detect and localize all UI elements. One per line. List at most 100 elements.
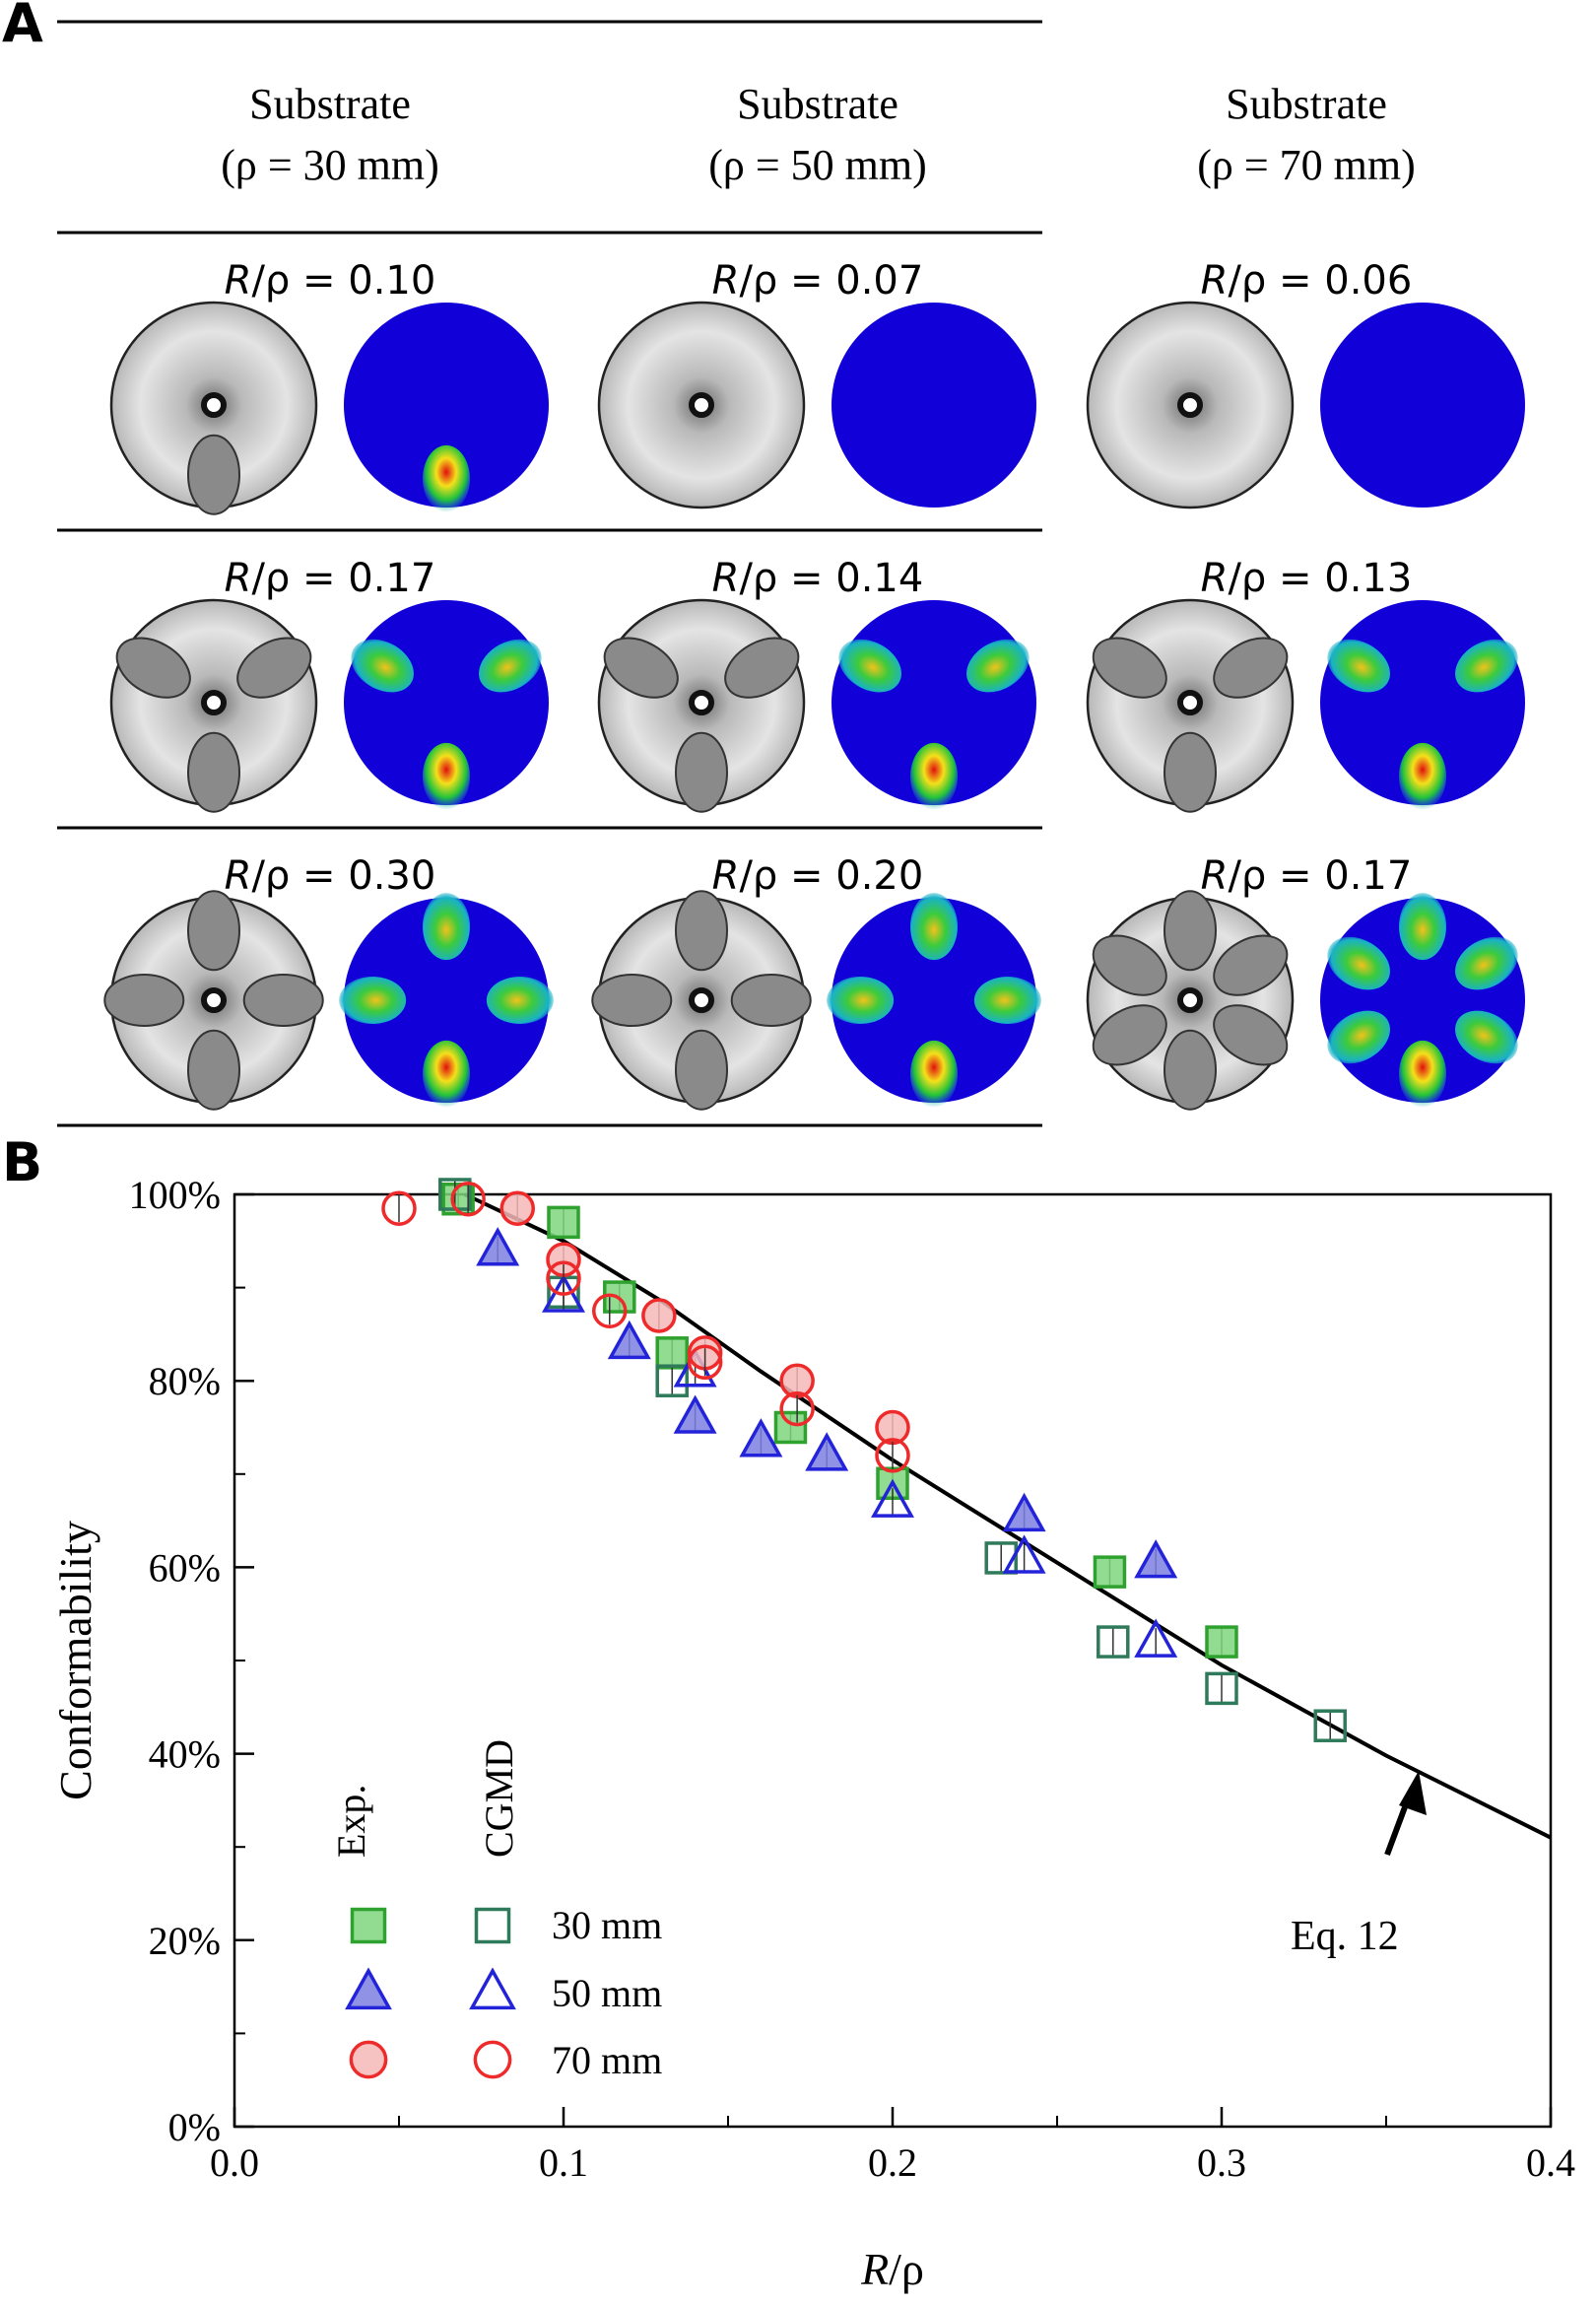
ratio-label-rest: /ρ = 0.06 — [1228, 258, 1412, 304]
legend-label-50mm: 50 mm — [552, 1971, 662, 2015]
wrinkle-mark — [1092, 1004, 1167, 1066]
ratio-label-rest: /ρ = 0.13 — [1228, 556, 1412, 601]
point-cgmd-70-mm — [592, 1293, 628, 1328]
x-tick-label: 0.0 — [210, 2140, 259, 2185]
stress-hotspot — [1327, 639, 1390, 693]
wrinkle-mark — [1092, 637, 1167, 699]
ratio-label-italic: R — [225, 258, 252, 304]
wrinkle-mark — [187, 731, 240, 813]
ratio-label-italic: R — [225, 853, 252, 899]
stress-hotspot — [423, 1040, 470, 1108]
simulation-image — [1320, 303, 1525, 508]
legend-header-exp: Exp. — [329, 1785, 373, 1858]
x-axis-label: R/ρ — [860, 2244, 924, 2294]
wrinkle-mark — [1213, 934, 1289, 996]
ratio-label-rest: /ρ = 0.17 — [251, 556, 435, 601]
ratio-label-rest: /ρ = 0.14 — [739, 556, 923, 601]
y-tick-label: 100% — [129, 1173, 221, 1217]
ratio-label: R/ρ = 0.10 — [225, 258, 436, 304]
y-axis: 0% 20% 40% 60% 80% 100% — [129, 1173, 254, 2149]
stress-hotspot — [1399, 742, 1446, 810]
wrinkle-mark — [115, 637, 191, 699]
ratio-label-rest: /ρ = 0.20 — [739, 853, 923, 899]
wrinkle-mark — [724, 637, 800, 699]
point-exp-30-mm — [1205, 1625, 1238, 1659]
simulation-image — [831, 303, 1036, 508]
center-hole — [689, 690, 714, 715]
point-cgmd-70-mm — [687, 1344, 723, 1381]
point-cgmd-50-mm — [1134, 1618, 1178, 1658]
annotation-arrowhead — [1399, 1771, 1427, 1815]
wrinkle-mark — [675, 1029, 728, 1111]
wrinkle-mark — [1092, 934, 1167, 996]
point-exp-30-mm — [547, 1205, 580, 1240]
legend-marker-exp-triangle — [345, 1967, 392, 2010]
col-2-subtitle: (ρ = 50 mm) — [708, 141, 927, 189]
point-exp-30-mm — [773, 1410, 808, 1445]
wrinkle-mark — [1213, 1004, 1289, 1066]
y-tick-label: 20% — [149, 1919, 221, 1963]
point-exp-30-mm — [655, 1336, 689, 1370]
legend-marker-exp-circle — [349, 2040, 388, 2079]
center-hole — [689, 392, 714, 418]
ratio-label: R/ρ = 0.14 — [712, 556, 924, 601]
legend-header-cgmd: CGMD — [477, 1739, 521, 1858]
stress-hotspot — [351, 639, 414, 693]
stress-hotspot — [479, 639, 542, 693]
panel-a-grid: R/ρ = 0.10 R/ρ = 0.07 R/ρ = 0.06R/ρ = 0.17… — [103, 258, 1525, 1111]
ratio-label: R/ρ = 0.13 — [1201, 556, 1413, 601]
legend: Exp. CGMD 30 mm 50 mm 70 mm — [329, 1739, 662, 2082]
center-hole — [201, 392, 227, 418]
point-cgmd-50-mm — [542, 1273, 585, 1313]
stress-hotspot — [339, 977, 407, 1024]
ratio-label-italic: R — [1201, 556, 1229, 601]
annotation-eq12: Eq. 12 — [1291, 1914, 1399, 1959]
point-exp-70-mm — [641, 1298, 677, 1333]
ratio-label-italic: R — [1201, 853, 1229, 899]
plot-frame — [233, 1192, 1553, 2129]
ratio-label-rest: /ρ = 0.10 — [251, 258, 435, 304]
point-exp-50-mm — [607, 1320, 651, 1360]
stress-hotspot — [1455, 1010, 1518, 1064]
ratio-label-italic: R — [225, 556, 252, 601]
center-hole — [689, 987, 714, 1013]
stress-hotspot — [1455, 639, 1518, 693]
ratio-label-italic: R — [712, 258, 740, 304]
simulation-image — [831, 898, 1036, 1103]
wrinkle-mark — [675, 890, 728, 972]
col-2-title: Substrate — [737, 80, 898, 128]
point-exp-50-mm — [1134, 1539, 1178, 1579]
wrinkle-mark — [236, 637, 312, 699]
point-cgmd-30-mm — [655, 1364, 689, 1397]
wrinkle-mark — [1164, 890, 1217, 972]
point-cgmd-30-mm — [1205, 1671, 1238, 1706]
stress-hotspot — [910, 742, 958, 810]
stress-hotspot — [1327, 936, 1390, 990]
stress-hotspot — [1399, 893, 1446, 961]
col-1-title: Substrate — [249, 80, 411, 128]
center-hole — [201, 690, 227, 715]
wrinkle-mark — [591, 974, 673, 1027]
ratio-label: R/ρ = 0.30 — [225, 853, 436, 899]
point-exp-50-mm — [805, 1432, 849, 1471]
x-axis: 0.0 0.1 0.2 0.3 0.4 — [210, 2107, 1575, 2185]
col-1-subtitle: (ρ = 30 mm) — [221, 141, 439, 189]
panel-a-letter: A — [2, 0, 43, 54]
point-exp-50-mm — [1002, 1492, 1046, 1532]
point-cgmd-30-mm — [1097, 1625, 1130, 1659]
center-hole — [1177, 987, 1203, 1013]
point-cgmd-70-mm — [875, 1438, 910, 1473]
ratio-label: R/ρ = 0.20 — [712, 853, 924, 899]
ratio-label-rest: /ρ = 0.07 — [739, 258, 923, 304]
center-hole — [1177, 392, 1203, 418]
marker-layer — [381, 1178, 1347, 1742]
ratio-label-italic: R — [1201, 258, 1229, 304]
ratio-label-rest: /ρ = 0.30 — [251, 853, 435, 899]
stress-hotspot — [423, 893, 470, 961]
y-tick-label: 40% — [149, 1732, 221, 1777]
legend-label-70mm: 70 mm — [552, 2038, 662, 2082]
point-cgmd-70-mm — [450, 1181, 486, 1217]
stress-hotspot — [966, 639, 1030, 693]
ratio-label: R/ρ = 0.17 — [225, 556, 436, 601]
